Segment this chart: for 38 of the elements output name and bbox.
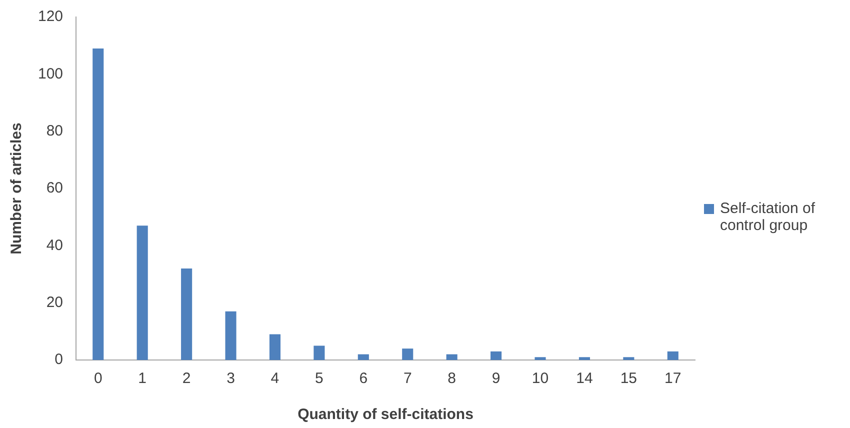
legend-label: Self-citation of control group [720,200,816,234]
x-tick-label: 0 [94,370,102,388]
x-tick-label: 1 [138,370,147,388]
x-tick-label: 10 [532,370,549,388]
bar [269,334,281,360]
bar [181,268,192,360]
x-tick-label: 6 [359,370,368,388]
bar [358,354,369,360]
x-tick-label: 5 [315,370,324,388]
y-tick-label: 60 [46,180,64,197]
bar [578,357,590,360]
y-axis-title: Number of articles [8,122,26,254]
x-tick-label: 7 [403,370,412,388]
x-tick-label: 14 [576,370,593,388]
y-tick-label: 40 [46,236,64,254]
bar [667,351,678,360]
x-tick-label: 8 [448,370,456,388]
x-tick-label: 4 [270,370,280,388]
y-tick-label: 20 [46,294,64,311]
y-tick-label: 80 [46,122,64,140]
bar [92,48,104,360]
y-tick-label: 0 [54,351,64,368]
bar [225,311,236,360]
y-tick-label: 120 [38,8,64,26]
y-tick-label: 100 [38,65,64,82]
bar [534,357,546,360]
bar [446,354,458,360]
x-axis-title: Quantity of self-citations [298,406,474,424]
bar [314,346,325,360]
x-tick-label: 15 [620,370,638,388]
x-tick-label: 17 [664,370,682,388]
bar [402,348,414,360]
bar [623,357,634,360]
x-tick-label: 9 [492,370,500,388]
bar [136,226,148,360]
x-tick-label: 3 [226,370,235,388]
bar [490,351,502,360]
x-tick-label: 2 [182,370,191,388]
